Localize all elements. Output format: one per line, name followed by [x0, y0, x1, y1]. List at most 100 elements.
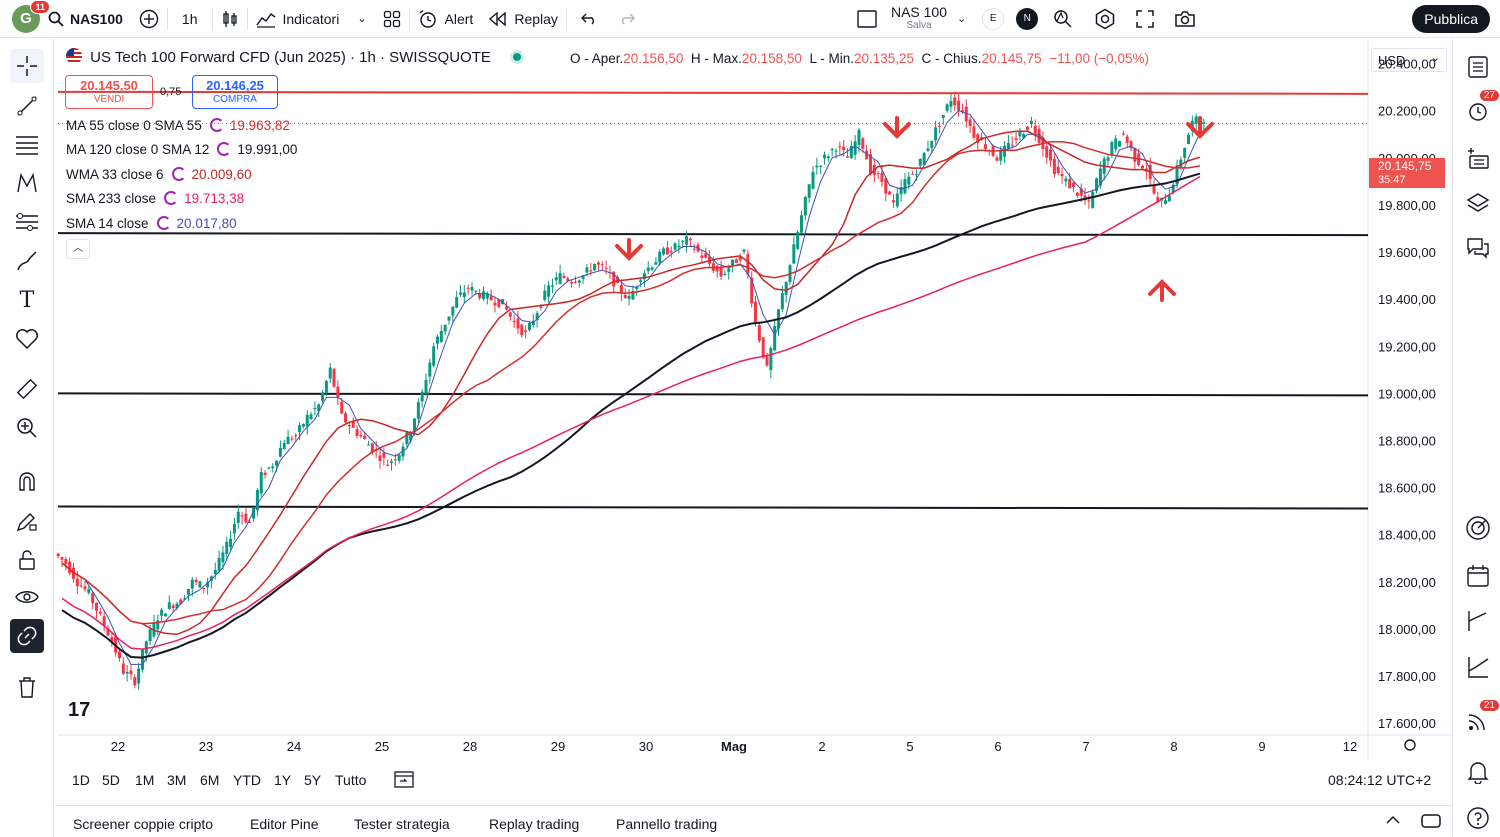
candle-body[interactable]: [232, 523, 236, 534]
tab-trading-panel[interactable]: Pannello trading: [616, 816, 718, 832]
candle-body[interactable]: [547, 285, 551, 297]
candle-body[interactable]: [577, 280, 581, 283]
candle-body[interactable]: [903, 179, 907, 194]
candle-body[interactable]: [642, 273, 646, 280]
candle-body[interactable]: [163, 613, 167, 617]
candle-body[interactable]: [1079, 188, 1083, 196]
down-arrow-annotation[interactable]: [883, 116, 911, 139]
candle-body[interactable]: [765, 356, 769, 366]
candle-body[interactable]: [616, 277, 620, 283]
candle-body[interactable]: [489, 296, 493, 301]
candle-body[interactable]: [554, 277, 558, 281]
e-button[interactable]: E: [974, 0, 1012, 38]
candle-body[interactable]: [443, 324, 447, 332]
candle-body[interactable]: [842, 146, 846, 151]
candle-body[interactable]: [470, 286, 474, 291]
candle-body[interactable]: [1087, 200, 1091, 202]
candle-body[interactable]: [1029, 120, 1033, 124]
candle-body[interactable]: [194, 579, 198, 583]
candle-body[interactable]: [386, 464, 390, 466]
candle-body[interactable]: [1133, 147, 1137, 162]
candle-body[interactable]: [1064, 178, 1068, 182]
candle-body[interactable]: [344, 413, 348, 423]
candle-body[interactable]: [516, 318, 520, 329]
candle-body[interactable]: [662, 248, 666, 255]
candle-body[interactable]: [573, 281, 577, 283]
candle-body[interactable]: [727, 268, 731, 272]
candle-body[interactable]: [1164, 200, 1168, 204]
candle-body[interactable]: [1060, 173, 1064, 177]
candle-body[interactable]: [853, 141, 857, 155]
down-arrow-annotation[interactable]: [615, 238, 643, 261]
candle-body[interactable]: [796, 232, 800, 249]
alerts-button[interactable]: 27: [1462, 89, 1500, 127]
sync-tool[interactable]: [10, 619, 44, 653]
snapshot-button[interactable]: [1164, 0, 1206, 38]
candle-body[interactable]: [1175, 165, 1179, 185]
candle-body[interactable]: [98, 611, 102, 614]
candle-body[interactable]: [1156, 197, 1160, 203]
candle-body[interactable]: [474, 290, 478, 292]
candle-body[interactable]: [524, 330, 528, 333]
candle-body[interactable]: [1179, 159, 1183, 168]
candle-body[interactable]: [1010, 144, 1014, 146]
candle-body[interactable]: [1037, 128, 1041, 143]
candle-body[interactable]: [252, 507, 256, 519]
horizontal-level-line[interactable]: [57, 505, 1369, 510]
candle-body[interactable]: [819, 165, 823, 167]
candle-body[interactable]: [428, 362, 432, 377]
layout-select[interactable]: NAS 100 Salva ⌄: [849, 0, 974, 38]
range-5y[interactable]: 5Y: [304, 772, 322, 788]
candle-body[interactable]: [1152, 185, 1156, 194]
candle-body[interactable]: [79, 585, 83, 587]
candle-body[interactable]: [811, 171, 815, 189]
candle-body[interactable]: [600, 264, 604, 266]
candle-body[interactable]: [56, 553, 60, 557]
candle-body[interactable]: [849, 145, 853, 159]
candle-body[interactable]: [209, 576, 213, 581]
axis-settings-icon[interactable]: [1404, 739, 1416, 751]
zoom-tool[interactable]: [10, 411, 44, 445]
up-arrow-annotation[interactable]: [1148, 279, 1176, 302]
alert-button[interactable]: Alert: [410, 0, 482, 38]
user-avatar[interactable]: G 11: [12, 0, 50, 33]
candle-body[interactable]: [175, 603, 179, 608]
candle-body[interactable]: [543, 290, 547, 300]
candle-body[interactable]: [309, 414, 313, 420]
candle-body[interactable]: [692, 248, 696, 250]
calendar-button[interactable]: [1462, 560, 1494, 592]
candle-body[interactable]: [263, 472, 267, 475]
candle-body[interactable]: [481, 291, 485, 300]
candle-body[interactable]: [91, 593, 95, 604]
candle-body[interactable]: [757, 325, 761, 341]
candle-body[interactable]: [585, 267, 589, 273]
text-tool[interactable]: T: [10, 283, 44, 317]
candle-body[interactable]: [332, 368, 336, 387]
collapse-legend-button[interactable]: ︿: [66, 239, 90, 259]
candle-body[interactable]: [347, 425, 351, 427]
candle-body[interactable]: [861, 138, 865, 149]
fib-tool[interactable]: [10, 128, 44, 162]
candle-body[interactable]: [152, 622, 156, 637]
candle-body[interactable]: [562, 275, 566, 278]
watchlist-button[interactable]: [1462, 51, 1494, 83]
candle-body[interactable]: [1194, 116, 1198, 124]
candle-body[interactable]: [1052, 158, 1056, 175]
candle-body[interactable]: [976, 134, 980, 143]
candle-body[interactable]: [455, 297, 459, 308]
candle-body[interactable]: [271, 466, 275, 469]
candle-body[interactable]: [688, 238, 692, 241]
candle-body[interactable]: [198, 581, 202, 588]
candle-body[interactable]: [911, 173, 915, 175]
candle-body[interactable]: [995, 157, 999, 161]
candle-body[interactable]: [769, 348, 773, 371]
range-6m[interactable]: 6M: [200, 772, 220, 788]
candle-body[interactable]: [535, 313, 539, 320]
candle-body[interactable]: [1171, 184, 1175, 193]
candle-body[interactable]: [918, 158, 922, 166]
candle-body[interactable]: [436, 336, 440, 344]
indicator-sma233[interactable]: SMA 233 close 19.713,38: [66, 191, 245, 206]
candle-body[interactable]: [390, 461, 394, 463]
candle-body[interactable]: [83, 586, 87, 590]
candle-body[interactable]: [75, 578, 79, 587]
